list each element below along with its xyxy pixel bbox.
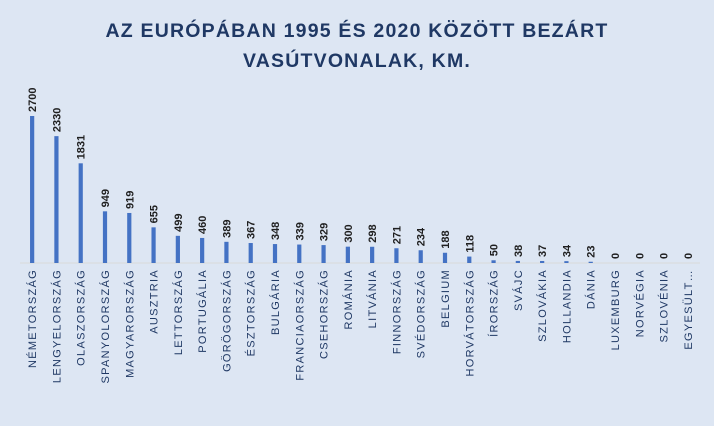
- data-label-15: 271: [391, 226, 403, 244]
- data-label-13: 300: [343, 224, 355, 242]
- data-label-27: 0: [683, 253, 695, 259]
- data-label-21: 37: [537, 245, 549, 257]
- data-label-2: 1831: [76, 135, 88, 159]
- category-label-9: ÉSZTORSZÁG: [245, 269, 258, 356]
- bar-2: [78, 163, 83, 263]
- bar-6: [175, 235, 180, 263]
- data-label-4: 919: [124, 191, 136, 209]
- bar-13: [345, 246, 350, 263]
- data-label-16: 234: [416, 227, 428, 246]
- data-label-24: 0: [610, 253, 622, 259]
- data-label-26: 0: [659, 253, 671, 259]
- bar-21: [540, 260, 545, 263]
- category-label-11: FRANCIAORSZÁG: [293, 269, 306, 381]
- category-label-6: LETTORSZÁG: [172, 269, 185, 355]
- data-label-9: 367: [246, 221, 258, 239]
- category-label-2: OLASZORSZÁG: [75, 269, 88, 366]
- data-label-5: 655: [149, 205, 161, 223]
- bar-0: [30, 116, 35, 263]
- category-label-16: SVÉDORSZÁG: [415, 269, 428, 358]
- bar-16: [418, 250, 423, 263]
- data-label-25: 0: [634, 253, 646, 259]
- chart-title-line1: AZ EURÓPÁBAN 1995 ÉS 2020 KÖZÖTT BEZÁRT: [105, 20, 609, 42]
- data-label-14: 298: [367, 224, 379, 242]
- bar-5: [151, 227, 156, 263]
- category-label-4: MAGYARORSZÁG: [123, 269, 136, 378]
- data-label-7: 460: [197, 216, 209, 234]
- category-label-19: ÍRORSZÁG: [488, 269, 501, 337]
- bar-7: [200, 237, 205, 263]
- category-label-0: NÉMETORSZÁG: [26, 269, 39, 368]
- bar-9: [248, 243, 253, 263]
- bar-3: [102, 211, 108, 263]
- category-label-10: BULGÁRIA: [269, 269, 282, 335]
- category-label-15: FINNORSZÁG: [390, 269, 403, 354]
- category-label-14: LITVÁNIA: [366, 269, 379, 328]
- data-label-3: 949: [100, 189, 112, 207]
- bar-12: [321, 245, 326, 263]
- data-label-6: 499: [173, 213, 185, 231]
- bar-22: [564, 261, 569, 263]
- data-label-12: 329: [319, 223, 331, 241]
- bar-23: [588, 261, 593, 263]
- bar-1: [54, 136, 59, 263]
- data-label-18: 118: [464, 235, 476, 253]
- category-label-24: LUXEMBURG: [610, 269, 622, 350]
- data-label-23: 23: [586, 245, 598, 257]
- category-label-23: DÁNIA: [585, 269, 598, 309]
- bar-20: [515, 260, 520, 263]
- data-label-11: 339: [294, 222, 306, 240]
- category-label-7: PORTUGÁLIA: [196, 269, 209, 353]
- data-label-1: 2330: [51, 108, 63, 132]
- category-label-17: BELGIUM: [440, 269, 452, 328]
- category-label-20: SVÁJC: [512, 269, 525, 311]
- data-label-0: 2700: [27, 88, 39, 112]
- bar-11: [297, 244, 302, 263]
- bar-19: [491, 260, 496, 263]
- category-label-1: LENGYELORSZÁG: [50, 269, 63, 383]
- category-label-26: SZLOVÉNIA: [658, 269, 671, 342]
- data-label-19: 50: [489, 244, 501, 256]
- category-label-12: CSEHORSZÁG: [318, 269, 331, 359]
- category-label-22: HOLLANDIA: [561, 269, 573, 343]
- category-label-18: HORVÁTORSZÁG: [463, 269, 476, 377]
- bar-17: [442, 252, 448, 263]
- bar-10: [272, 244, 278, 263]
- bar-15: [394, 248, 399, 263]
- data-label-10: 348: [270, 222, 282, 240]
- bar-18: [467, 256, 472, 263]
- bar-4: [127, 212, 132, 263]
- data-label-17: 188: [440, 230, 452, 248]
- category-label-5: AUSZTRIA: [149, 269, 161, 334]
- category-label-8: GÖRÖGORSZÁG: [220, 269, 233, 372]
- category-label-27: EGYESÜLT…: [683, 269, 695, 350]
- category-label-25: NORVÉGIA: [633, 269, 646, 337]
- data-label-8: 389: [221, 219, 233, 237]
- category-label-3: SPANYOLORSZÁG: [99, 269, 112, 384]
- data-label-22: 34: [561, 244, 573, 257]
- category-label-21: SZLOVÁKIA: [536, 269, 549, 342]
- bar-14: [370, 246, 375, 263]
- category-label-13: ROMÁNIA: [342, 269, 355, 329]
- bar-8: [224, 241, 229, 263]
- data-label-20: 38: [513, 245, 525, 257]
- chart-title-line2: VASÚTVONALAK, KM.: [242, 50, 472, 72]
